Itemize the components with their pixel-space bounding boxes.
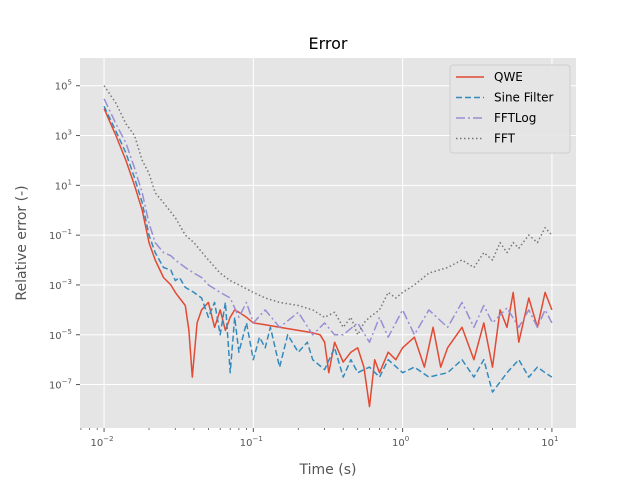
x-axis-label: Time (s) [299, 462, 357, 478]
legend: QWE Sine Filter FFTLog FFT [449, 64, 571, 154]
series-line-fft [103, 85, 553, 336]
legend-label: FFTLog [494, 111, 536, 125]
x-tick-label: 10−1 [240, 435, 263, 449]
y-tick-label: 10−3 [49, 278, 72, 292]
y-tick-label: 101 [55, 178, 72, 192]
y-tick-label: 105 [55, 79, 72, 93]
x-tick-label: 100 [392, 435, 409, 449]
y-tick-label: 103 [55, 129, 72, 143]
x-tick-label: 101 [541, 435, 558, 449]
y-tick-label: 10−5 [49, 328, 72, 342]
y-tick-label: 10−7 [49, 378, 72, 392]
legend-frame [449, 64, 571, 154]
legend-label: QWE [494, 70, 523, 84]
x-axis: 10−2 10−1 100 101 [80, 428, 559, 449]
series-line-qwe [103, 108, 553, 408]
series-group [103, 85, 553, 408]
y-axis: 10−7 10−5 10−3 10−1 101 103 105 [49, 79, 80, 392]
chart-title: Error [309, 34, 348, 53]
x-tick-label: 10−2 [91, 435, 114, 449]
grid [80, 58, 576, 428]
y-axis-label: Relative error (-) [14, 185, 30, 300]
series-line-fftlog [103, 98, 553, 343]
legend-label: FFT [494, 132, 516, 146]
y-tick-label: 10−1 [49, 228, 72, 242]
legend-label: Sine Filter [494, 91, 554, 105]
